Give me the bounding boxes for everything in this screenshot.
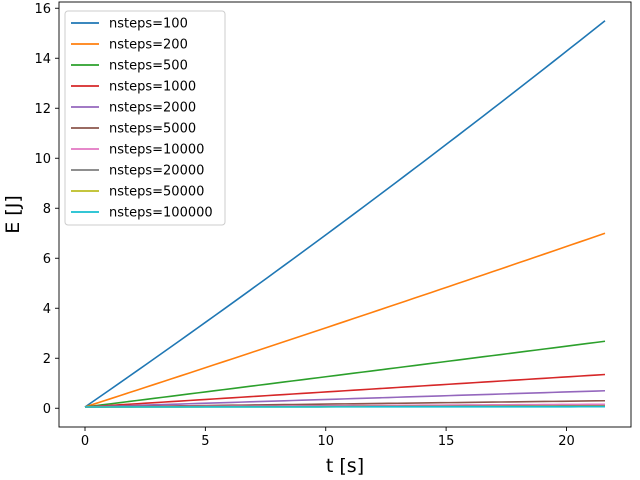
- x-tick-label: 0: [81, 434, 89, 449]
- legend-label: nsteps=10000: [109, 143, 204, 158]
- y-axis-label: E [J]: [2, 195, 24, 233]
- series-line-4: [84, 373, 606, 408]
- y-tick-label: 4: [43, 302, 51, 317]
- series-lines: [84, 20, 606, 408]
- legend-box: [64, 10, 226, 226]
- y-tick-label: 0: [43, 402, 51, 417]
- legend-label: nsteps=100: [109, 17, 188, 32]
- legend-label: nsteps=500: [109, 59, 188, 74]
- y-tick-label: 2: [43, 352, 51, 367]
- y-tick-label: 14: [34, 52, 51, 67]
- legend-label: nsteps=5000: [109, 122, 196, 137]
- y-tick-label: 6: [43, 252, 51, 267]
- axes: 0 5 10 15 20 0 2 4 6 8 10 12 14 16: [34, 1, 632, 449]
- x-tick-label: 10: [317, 434, 334, 449]
- y-tick-label: 10: [34, 152, 51, 167]
- legend-label: nsteps=2000: [109, 101, 196, 116]
- legend: nsteps=100 nsteps=200 nsteps=500 nsteps=100…: [64, 10, 226, 226]
- y-tick-label: 12: [34, 102, 51, 117]
- x-tick-label: 20: [558, 434, 575, 449]
- series-line-2: [84, 232, 606, 408]
- x-tick-label: 5: [201, 434, 209, 449]
- legend-label: nsteps=50000: [109, 185, 204, 200]
- plot-frame: [58, 1, 632, 428]
- series-line-5: [84, 389, 606, 408]
- legend-label: nsteps=100000: [109, 206, 213, 221]
- series-line-1: [84, 20, 606, 408]
- legend-label: nsteps=200: [109, 38, 188, 53]
- y-tick-label: 16: [34, 2, 51, 17]
- legend-label: nsteps=1000: [109, 80, 196, 95]
- x-tick-label: 15: [438, 434, 455, 449]
- series-line-3: [84, 340, 606, 408]
- x-axis-label: t [s]: [326, 455, 364, 477]
- y-tick-label: 8: [43, 202, 51, 217]
- legend-label: nsteps=20000: [109, 164, 204, 179]
